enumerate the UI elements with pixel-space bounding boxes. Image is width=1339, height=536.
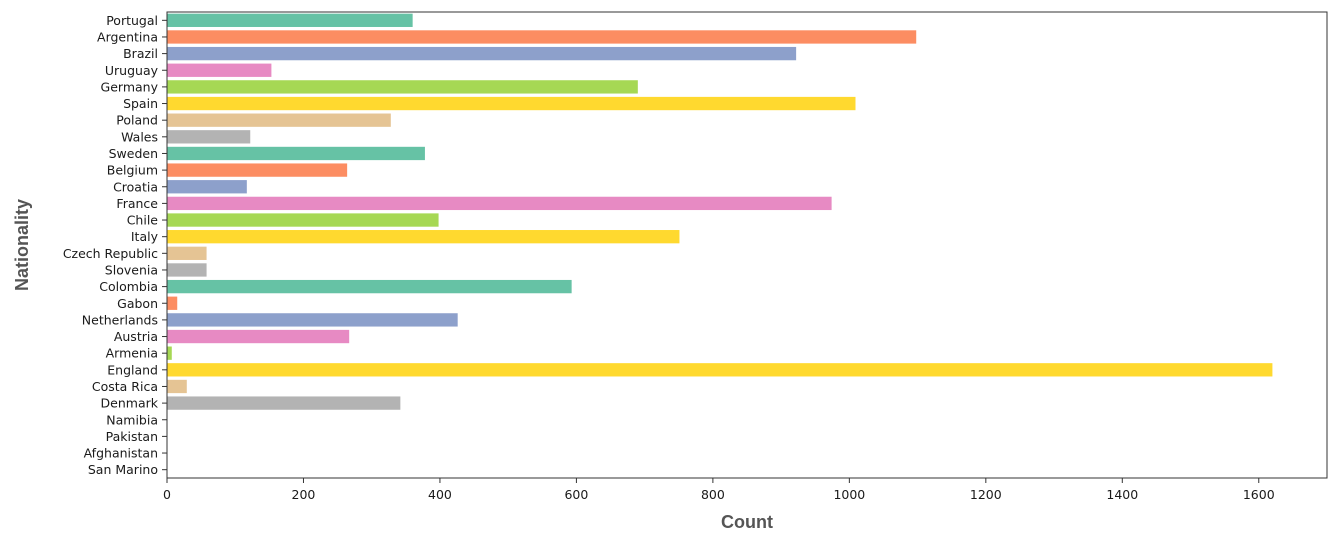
bar-england bbox=[167, 363, 1273, 377]
bar-costa-rica bbox=[167, 379, 187, 394]
bar-croatia bbox=[167, 180, 247, 194]
bar-spain bbox=[167, 96, 856, 111]
bar-germany bbox=[167, 80, 638, 94]
bar-belgium bbox=[167, 163, 348, 177]
y-tick-label: Netherlands bbox=[82, 312, 158, 327]
y-tick-label: Gabon bbox=[117, 296, 158, 311]
y-tick-label: Argentina bbox=[97, 29, 158, 44]
bar-portugal bbox=[167, 13, 413, 27]
bar-argentina bbox=[167, 30, 917, 44]
bar-wales bbox=[167, 130, 251, 144]
bar-czech-republic bbox=[167, 246, 207, 260]
bar-uruguay bbox=[167, 63, 272, 77]
y-tick-label: Namibia bbox=[106, 412, 158, 427]
y-tick-label: Poland bbox=[116, 113, 158, 128]
bar-sweden bbox=[167, 146, 425, 161]
bar-poland bbox=[167, 113, 391, 127]
bar-italy bbox=[167, 230, 680, 244]
bar-denmark bbox=[167, 396, 401, 410]
bars-group bbox=[167, 13, 1273, 410]
bar-armenia bbox=[167, 346, 172, 360]
y-tick-label: Brazil bbox=[123, 46, 158, 61]
y-tick-label: Slovenia bbox=[105, 262, 158, 277]
y-tick-label: Uruguay bbox=[105, 63, 159, 78]
y-tick-label: Costa Rica bbox=[92, 379, 158, 394]
x-tick-labels: 0 200 400 600 800 1000 1200 1400 1600 bbox=[163, 478, 1275, 502]
x-tick-label: 200 bbox=[292, 487, 316, 502]
y-tick-label: Wales bbox=[121, 129, 158, 144]
x-tick-label: 1200 bbox=[970, 487, 1002, 502]
plot-frame bbox=[166, 11, 1328, 479]
x-tick-label: 600 bbox=[564, 487, 588, 502]
bar-slovenia bbox=[167, 263, 207, 277]
bar-gabon bbox=[167, 296, 178, 310]
y-tick-label: Chile bbox=[127, 213, 159, 228]
y-tick-label: Pakistan bbox=[106, 429, 158, 444]
bar-france bbox=[167, 196, 832, 211]
y-tick-label: Belgium bbox=[107, 163, 158, 178]
x-axis-title: Count bbox=[721, 512, 773, 532]
y-tick-label: Afghanistan bbox=[84, 446, 158, 461]
y-tick-label: Portugal bbox=[106, 13, 158, 28]
bar-chile bbox=[167, 213, 439, 227]
y-tick-label: Italy bbox=[131, 229, 159, 244]
y-tick-label: Spain bbox=[123, 96, 158, 111]
x-tick-label: 1600 bbox=[1243, 487, 1275, 502]
x-tick-label: 400 bbox=[428, 487, 452, 502]
y-tick-label: San Marino bbox=[88, 462, 158, 477]
x-tick-label: 800 bbox=[701, 487, 725, 502]
x-tick-label: 1000 bbox=[833, 487, 865, 502]
y-tick-label: Germany bbox=[101, 79, 159, 94]
y-tick-label: Denmark bbox=[101, 396, 159, 411]
x-tick-label: 0 bbox=[163, 487, 171, 502]
y-tick-label: England bbox=[107, 362, 158, 377]
y-tick-label: France bbox=[116, 196, 158, 211]
y-tick-label: Colombia bbox=[99, 279, 158, 294]
y-tick-label: Armenia bbox=[106, 346, 158, 361]
y-tick-label: Czech Republic bbox=[63, 246, 158, 261]
bar-colombia bbox=[167, 279, 572, 294]
y-tick-label: Sweden bbox=[109, 146, 158, 161]
bar-austria bbox=[167, 329, 350, 344]
y-tick-label: Austria bbox=[114, 329, 158, 344]
y-axis-title: Nationality bbox=[12, 199, 32, 291]
x-tick-label: 1400 bbox=[1106, 487, 1138, 502]
bar-netherlands bbox=[167, 313, 458, 327]
bar-brazil bbox=[167, 46, 797, 61]
y-tick-label: Croatia bbox=[113, 179, 158, 194]
